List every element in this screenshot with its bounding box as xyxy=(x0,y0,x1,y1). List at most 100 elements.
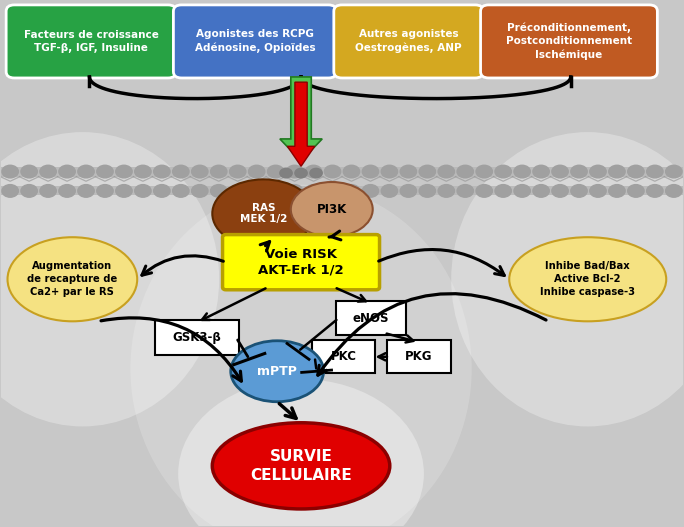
FancyBboxPatch shape xyxy=(336,301,406,335)
Text: Préconditionnement,
Postconditionnement
Ischémique: Préconditionnement, Postconditionnement … xyxy=(506,23,632,60)
FancyArrow shape xyxy=(280,77,322,161)
Circle shape xyxy=(295,168,307,178)
FancyBboxPatch shape xyxy=(334,5,484,78)
Circle shape xyxy=(609,184,625,197)
Circle shape xyxy=(97,184,113,197)
Circle shape xyxy=(2,184,18,197)
Circle shape xyxy=(172,184,189,197)
Ellipse shape xyxy=(8,237,137,321)
Circle shape xyxy=(628,184,644,197)
Ellipse shape xyxy=(231,341,324,402)
Ellipse shape xyxy=(212,179,315,248)
Text: PKG: PKG xyxy=(405,350,432,363)
FancyArrow shape xyxy=(287,82,315,166)
Circle shape xyxy=(324,165,341,178)
Ellipse shape xyxy=(451,132,684,426)
Circle shape xyxy=(135,184,151,197)
Circle shape xyxy=(666,165,682,178)
Circle shape xyxy=(343,165,360,178)
Circle shape xyxy=(116,184,132,197)
Circle shape xyxy=(381,184,397,197)
Circle shape xyxy=(457,165,473,178)
Circle shape xyxy=(571,165,587,178)
Circle shape xyxy=(590,184,606,197)
Text: SURVIE
CELLULAIRE: SURVIE CELLULAIRE xyxy=(250,449,352,483)
Circle shape xyxy=(476,184,492,197)
FancyBboxPatch shape xyxy=(312,340,376,373)
Circle shape xyxy=(248,184,265,197)
FancyBboxPatch shape xyxy=(222,235,380,290)
Circle shape xyxy=(97,165,113,178)
Circle shape xyxy=(552,165,568,178)
Circle shape xyxy=(154,184,170,197)
Circle shape xyxy=(419,184,436,197)
Circle shape xyxy=(552,184,568,197)
Circle shape xyxy=(666,184,682,197)
Bar xyxy=(1,186,683,195)
Circle shape xyxy=(230,184,246,197)
Text: Augmentation
de recapture de
Ca2+ par le RS: Augmentation de recapture de Ca2+ par le… xyxy=(27,261,118,297)
Text: RAS
MEK 1/2: RAS MEK 1/2 xyxy=(240,203,287,225)
Circle shape xyxy=(40,165,56,178)
Circle shape xyxy=(59,165,75,178)
Circle shape xyxy=(628,165,644,178)
Circle shape xyxy=(172,165,189,178)
Circle shape xyxy=(211,165,227,178)
Circle shape xyxy=(400,165,417,178)
Circle shape xyxy=(495,184,512,197)
FancyBboxPatch shape xyxy=(155,320,239,355)
Circle shape xyxy=(59,184,75,197)
Circle shape xyxy=(363,165,379,178)
Circle shape xyxy=(287,165,303,178)
Circle shape xyxy=(324,184,341,197)
Circle shape xyxy=(40,184,56,197)
Circle shape xyxy=(646,165,663,178)
Ellipse shape xyxy=(212,423,390,509)
Circle shape xyxy=(495,165,512,178)
Circle shape xyxy=(609,165,625,178)
Circle shape xyxy=(457,184,473,197)
Circle shape xyxy=(211,184,227,197)
FancyBboxPatch shape xyxy=(174,5,337,78)
Ellipse shape xyxy=(0,132,219,426)
Circle shape xyxy=(381,165,397,178)
Circle shape xyxy=(310,168,322,178)
Text: Voie RISK
AKT-Erk 1/2: Voie RISK AKT-Erk 1/2 xyxy=(259,248,344,276)
Circle shape xyxy=(267,184,284,197)
Circle shape xyxy=(280,168,292,178)
Ellipse shape xyxy=(178,379,424,527)
Circle shape xyxy=(267,165,284,178)
Text: Facteurs de croissance
TGF-β, IGF, Insuline: Facteurs de croissance TGF-β, IGF, Insul… xyxy=(24,30,159,53)
Circle shape xyxy=(514,184,530,197)
Text: GSK3-β: GSK3-β xyxy=(172,331,222,344)
Text: eNOS: eNOS xyxy=(353,311,389,325)
Text: Autres agonistes
Oestrogènes, ANP: Autres agonistes Oestrogènes, ANP xyxy=(355,30,462,53)
Circle shape xyxy=(363,184,379,197)
Text: Inhibe Bad/Bax
Active Bcl-2
Inhibe caspase-3: Inhibe Bad/Bax Active Bcl-2 Inhibe caspa… xyxy=(540,261,635,297)
FancyBboxPatch shape xyxy=(387,340,451,373)
Circle shape xyxy=(646,184,663,197)
Circle shape xyxy=(192,184,208,197)
Circle shape xyxy=(192,165,208,178)
Circle shape xyxy=(21,184,38,197)
Circle shape xyxy=(590,165,606,178)
Bar xyxy=(1,167,683,177)
Ellipse shape xyxy=(291,182,373,237)
Circle shape xyxy=(438,184,454,197)
Circle shape xyxy=(78,184,94,197)
Ellipse shape xyxy=(131,184,472,527)
Circle shape xyxy=(571,184,587,197)
Circle shape xyxy=(438,165,454,178)
Circle shape xyxy=(248,165,265,178)
Circle shape xyxy=(287,184,303,197)
Circle shape xyxy=(514,165,530,178)
Circle shape xyxy=(21,165,38,178)
Circle shape xyxy=(305,184,321,197)
Circle shape xyxy=(533,165,549,178)
Circle shape xyxy=(343,184,360,197)
Circle shape xyxy=(116,165,132,178)
Circle shape xyxy=(78,165,94,178)
Text: PI3K: PI3K xyxy=(317,203,347,216)
Text: mPTP: mPTP xyxy=(257,365,297,378)
Circle shape xyxy=(135,165,151,178)
